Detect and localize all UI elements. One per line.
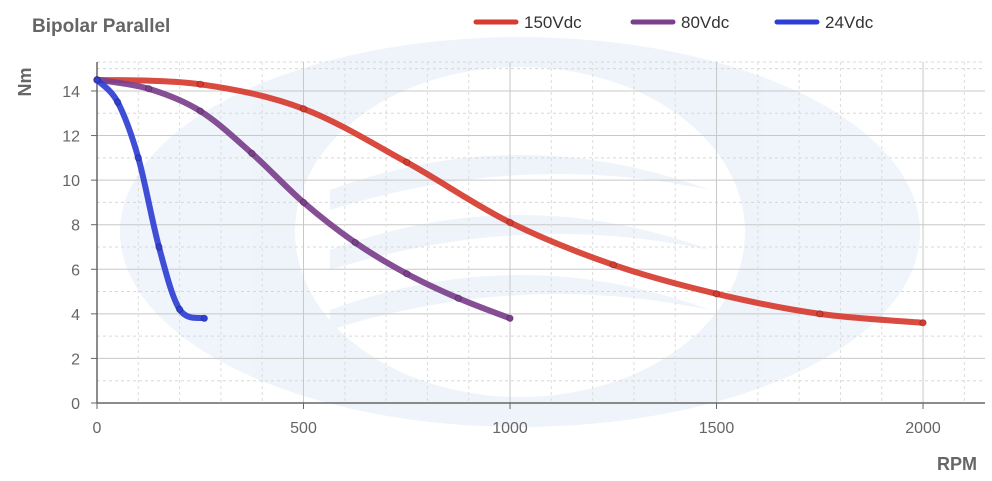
data-point-150vdc <box>506 218 514 227</box>
data-point-150vdc <box>299 105 308 113</box>
data-point-80vdc <box>299 198 308 207</box>
chart-title: Bipolar Parallel <box>32 16 170 37</box>
data-point-150vdc <box>609 261 617 269</box>
y-tick-label: 6 <box>71 262 80 279</box>
data-point-80vdc <box>196 107 204 115</box>
x-tick-label: 2000 <box>905 420 941 437</box>
data-point-24vdc <box>113 98 122 106</box>
data-point-24vdc <box>200 314 209 323</box>
legend-label-150vdc: 150Vdc <box>524 13 582 32</box>
y-tick-label: 10 <box>62 173 80 190</box>
data-point-80vdc <box>248 149 256 158</box>
data-point-24vdc <box>134 154 143 162</box>
y-tick-label: 0 <box>71 396 80 413</box>
data-point-150vdc <box>712 290 721 298</box>
data-point-24vdc <box>155 243 163 251</box>
data-point-24vdc <box>93 76 101 84</box>
legend-label-24vdc: 24Vdc <box>825 13 874 32</box>
axes <box>96 62 985 404</box>
data-point-24vdc <box>175 305 184 314</box>
x-tick-label: 500 <box>290 420 317 437</box>
legend: 150Vdc 80Vdc 24Vdc <box>473 13 874 32</box>
data-point-80vdc <box>506 314 514 323</box>
x-tick-labels: 0 500 1000 1500 2000 <box>93 403 941 437</box>
y-tick-label: 4 <box>71 307 80 324</box>
x-tick-label: 1500 <box>699 420 735 437</box>
data-point-150vdc <box>919 319 927 327</box>
series-layer <box>93 76 927 327</box>
data-point-150vdc <box>816 310 824 318</box>
x-axis-label: RPM <box>937 454 977 474</box>
data-point-150vdc <box>196 80 204 88</box>
data-point-150vdc <box>403 158 411 166</box>
y-tick-label: 12 <box>62 129 80 146</box>
x-tick-label: 0 <box>93 420 102 437</box>
x-tick-label: 1000 <box>492 420 528 437</box>
data-point-80vdc <box>144 85 153 93</box>
legend-label-80vdc: 80Vdc <box>681 13 730 32</box>
watermark-logo <box>120 37 920 427</box>
y-axis-label: Nm <box>15 67 35 96</box>
y-tick-label: 14 <box>62 84 80 101</box>
y-tick-label: 8 <box>71 218 80 235</box>
data-point-80vdc <box>454 294 463 302</box>
data-point-80vdc <box>403 270 411 278</box>
y-tick-label: 2 <box>71 351 80 368</box>
y-tick-labels: 0 2 4 6 8 10 12 14 <box>62 84 97 413</box>
data-point-80vdc <box>351 238 359 247</box>
